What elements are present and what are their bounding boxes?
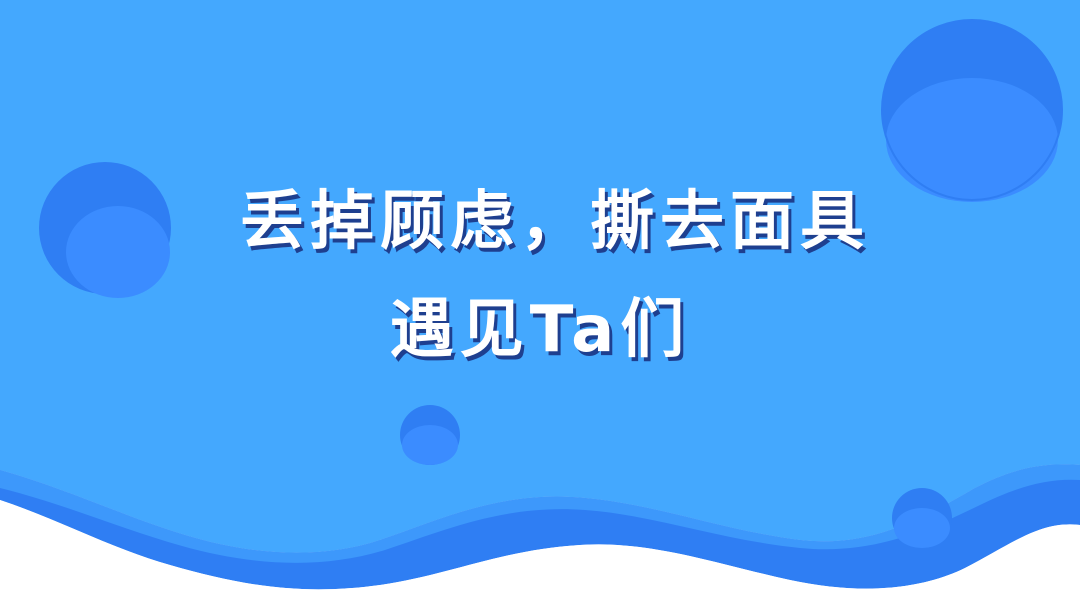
headline-line-1: 丢掉顾虑，撕去面具	[240, 185, 870, 259]
bubble-small-bottom-right	[892, 488, 952, 548]
blue-field	[0, 0, 1080, 553]
bubble-left	[39, 162, 171, 298]
headline-line-2: 遇见Ta们	[389, 293, 691, 367]
bottom-white	[0, 500, 1080, 615]
bubble-small-middle	[400, 405, 460, 465]
headline: 丢掉顾虑，撕去面具 遇见Ta们	[0, 168, 1080, 384]
bubble-large-top-right	[881, 19, 1063, 202]
